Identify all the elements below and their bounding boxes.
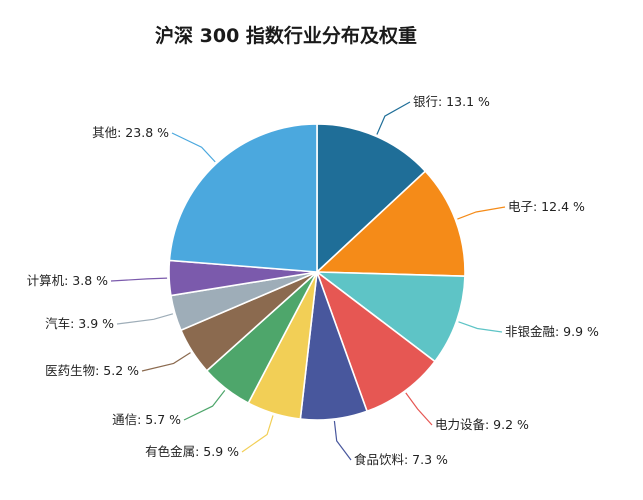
leader-line-5 [241, 415, 274, 453]
slice-label-5: 有色金属: 5.9 % [145, 444, 239, 459]
chart-title: 沪深 300 指数行业分布及权重 [155, 24, 417, 47]
leader-line-2 [458, 321, 503, 333]
slices-layer [168, 123, 466, 421]
slice-label-1: 电子: 12.4 % [508, 199, 585, 214]
pie-slice-10 [168, 123, 318, 273]
slice-label-0: 银行: 13.1 % [413, 94, 490, 109]
leader-line-9 [110, 277, 168, 282]
slice-label-6: 通信: 5.7 % [112, 412, 181, 427]
slice-label-8: 汽车: 3.9 % [45, 316, 114, 331]
pie-slice-1 [315, 170, 466, 278]
leader-line-7 [141, 352, 191, 372]
slice-labels-layer: 银行: 13.1 % 电子: 12.4 % 非银金融: 9.9 % 电力设备: 9.2… [27, 94, 599, 467]
leader-line-8 [116, 313, 174, 325]
leader-line-4 [333, 420, 352, 461]
leader-line-1 [457, 206, 506, 220]
slice-label-7: 医药生物: 5.2 % [45, 363, 139, 378]
leader-lines-layer [110, 101, 506, 461]
slice-label-4: 食品饮料: 7.3 % [354, 452, 448, 467]
leader-line-0 [376, 101, 411, 135]
slice-label-9: 计算机: 3.8 % [27, 273, 109, 288]
slice-label-10: 其他: 23.8 % [92, 125, 169, 140]
slice-label-3: 电力设备: 9.2 % [435, 417, 529, 432]
pie-slice-3 [315, 269, 437, 413]
pie-slice-0 [316, 123, 427, 274]
leader-line-3 [405, 392, 433, 426]
pie-slice-2 [314, 271, 466, 363]
slice-label-2: 非银金融: 9.9 % [505, 324, 599, 339]
leader-line-10 [171, 132, 216, 163]
leader-line-6 [183, 390, 226, 421]
